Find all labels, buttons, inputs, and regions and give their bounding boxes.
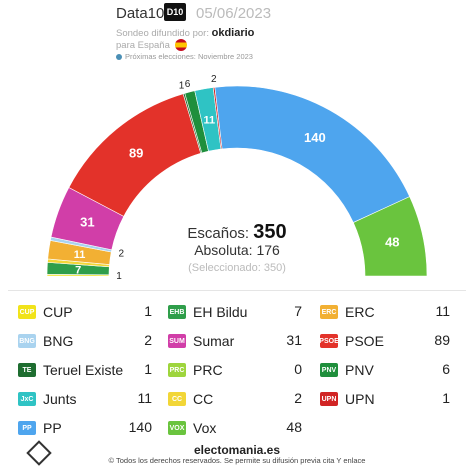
legend-seat-value: 6 — [442, 361, 450, 377]
legend-seat-value: 140 — [128, 419, 152, 435]
arc-vox — [352, 196, 428, 277]
legend-party-name: PSOE — [345, 333, 384, 349]
junts-logo-icon: JxC — [18, 392, 36, 406]
legend-item-junts: JxC Junts — [18, 389, 76, 409]
site-name: electomania.es — [193, 443, 281, 457]
seat-label-teruel-existe: 1 — [179, 80, 185, 91]
legend-party-name: Sumar — [193, 333, 235, 349]
next-elections-text: Próximas elecciones: Noviembre 2023 — [125, 52, 253, 61]
legend-seat-value: 2 — [294, 390, 302, 406]
cc-logo-icon: CC — [168, 392, 186, 406]
legend-item-teruel-existe: TE Teruel Existe — [18, 360, 123, 380]
poll-date: 05/06/2023 — [196, 5, 272, 22]
header: Data10 D10 05/06/2023 Sondeo difundido p… — [0, 0, 474, 64]
seats-label: Escaños: — [187, 225, 250, 242]
legend-item-upn: UPN UPN — [320, 389, 375, 409]
legend-item-vox: VOX Vox — [168, 418, 216, 438]
cup-logo-icon: CUP — [18, 305, 36, 319]
teruel-existe-logo-icon: TE — [18, 363, 36, 377]
legend-party-name: ERC — [345, 304, 375, 320]
legend-party-name: UPN — [345, 391, 375, 407]
legend-item-cc: CC CC — [168, 389, 213, 409]
legend-party-name: Teruel Existe — [43, 362, 124, 378]
seat-label-sumar: 31 — [80, 215, 94, 230]
legend-seat-value: 48 — [286, 419, 302, 435]
legend-seat-value: 89 — [434, 332, 450, 348]
legend-party-name: Vox — [193, 420, 217, 436]
legend-item-cup: CUP CUP — [18, 302, 73, 322]
seat-label-eh-bildu: 7 — [75, 264, 81, 276]
eh-bildu-logo-icon: EHB — [168, 305, 186, 319]
divider — [8, 290, 466, 291]
legend-seat-value: 31 — [286, 332, 302, 348]
spain-flag-icon — [175, 39, 187, 51]
pollster-name: Data10 — [116, 5, 165, 22]
legend-seat-value: 1 — [144, 303, 152, 319]
vox-logo-icon: VOX — [168, 421, 186, 435]
seats-total: Escaños: 350 — [167, 221, 307, 244]
legend-party-name: CUP — [43, 304, 73, 320]
legend-item-eh-bildu: EHB EH Bildu — [168, 302, 247, 322]
seat-label-pp: 140 — [304, 130, 326, 145]
seat-label-pnv: 6 — [185, 79, 191, 90]
seat-label-erc: 11 — [74, 249, 86, 261]
seats-value: 350 — [253, 221, 287, 243]
arc-pp — [214, 85, 411, 223]
rights-notice: © Todos los derechos reservados. Se perm… — [108, 456, 366, 465]
pnv-logo-icon: PNV — [320, 363, 338, 377]
seat-label-junts: 11 — [203, 114, 215, 126]
psoe-logo-icon: PSOE — [319, 334, 339, 348]
published-by: Sondeo difundido por: okdiario — [116, 27, 254, 39]
legend-seat-value: 0 — [294, 361, 302, 377]
next-elections: Próximas elecciones: Noviembre 2023 — [116, 52, 253, 61]
seat-label-vox: 48 — [385, 235, 399, 250]
bng-logo-icon: BNG — [18, 334, 36, 348]
info-dot-icon — [116, 54, 122, 61]
publisher-name: okdiario — [211, 27, 255, 39]
legend-party-name: PRC — [193, 362, 223, 378]
seat-label-cc: 2 — [211, 74, 217, 85]
legend-item-psoe: PSOE PSOE — [319, 331, 384, 351]
legend-seat-value: 11 — [137, 390, 152, 406]
seat-label-psoe: 89 — [129, 146, 143, 161]
legend-seat-value: 11 — [435, 303, 450, 319]
country-label: para España — [116, 40, 170, 51]
legend-seat-value: 7 — [294, 303, 302, 319]
legend-party-name: EH Bildu — [193, 304, 248, 320]
selected-seats: (Seleccionado: 350) — [188, 262, 286, 274]
legend-item-sumar: SUM Sumar — [168, 331, 234, 351]
legend-party-name: PNV — [345, 362, 374, 378]
legend-seat-value: 1 — [144, 361, 152, 377]
seat-label-bng: 2 — [119, 248, 125, 259]
legend-item-prc: PRC PRC — [168, 360, 223, 380]
legend-seat-value: 1 — [442, 390, 450, 406]
prc-logo-icon: PRC — [168, 363, 186, 377]
legend-seat-value: 2 — [144, 332, 152, 348]
erc-logo-icon: ERC — [320, 305, 338, 319]
published-by-label: Sondeo difundido por: — [116, 28, 209, 39]
legend-party-name: PP — [43, 420, 62, 436]
absolute-majority: Absoluta: 176 — [194, 242, 280, 258]
pp-logo-icon: PP — [18, 421, 36, 435]
legend-item-pp: PP PP — [18, 418, 62, 438]
pollster-badge: D10 — [164, 3, 186, 21]
legend-party-name: CC — [193, 391, 214, 407]
legend-party-name: BNG — [43, 333, 74, 349]
legend-item-pnv: PNV PNV — [320, 360, 374, 380]
sumar-logo-icon: SUM — [168, 334, 186, 348]
legend-party-name: Junts — [43, 391, 77, 407]
upn-logo-icon: UPN — [320, 392, 338, 406]
legend-item-bng: BNG BNG — [18, 331, 73, 351]
seat-label-cup: 1 — [116, 271, 122, 282]
legend-item-erc: ERC ERC — [320, 302, 375, 322]
